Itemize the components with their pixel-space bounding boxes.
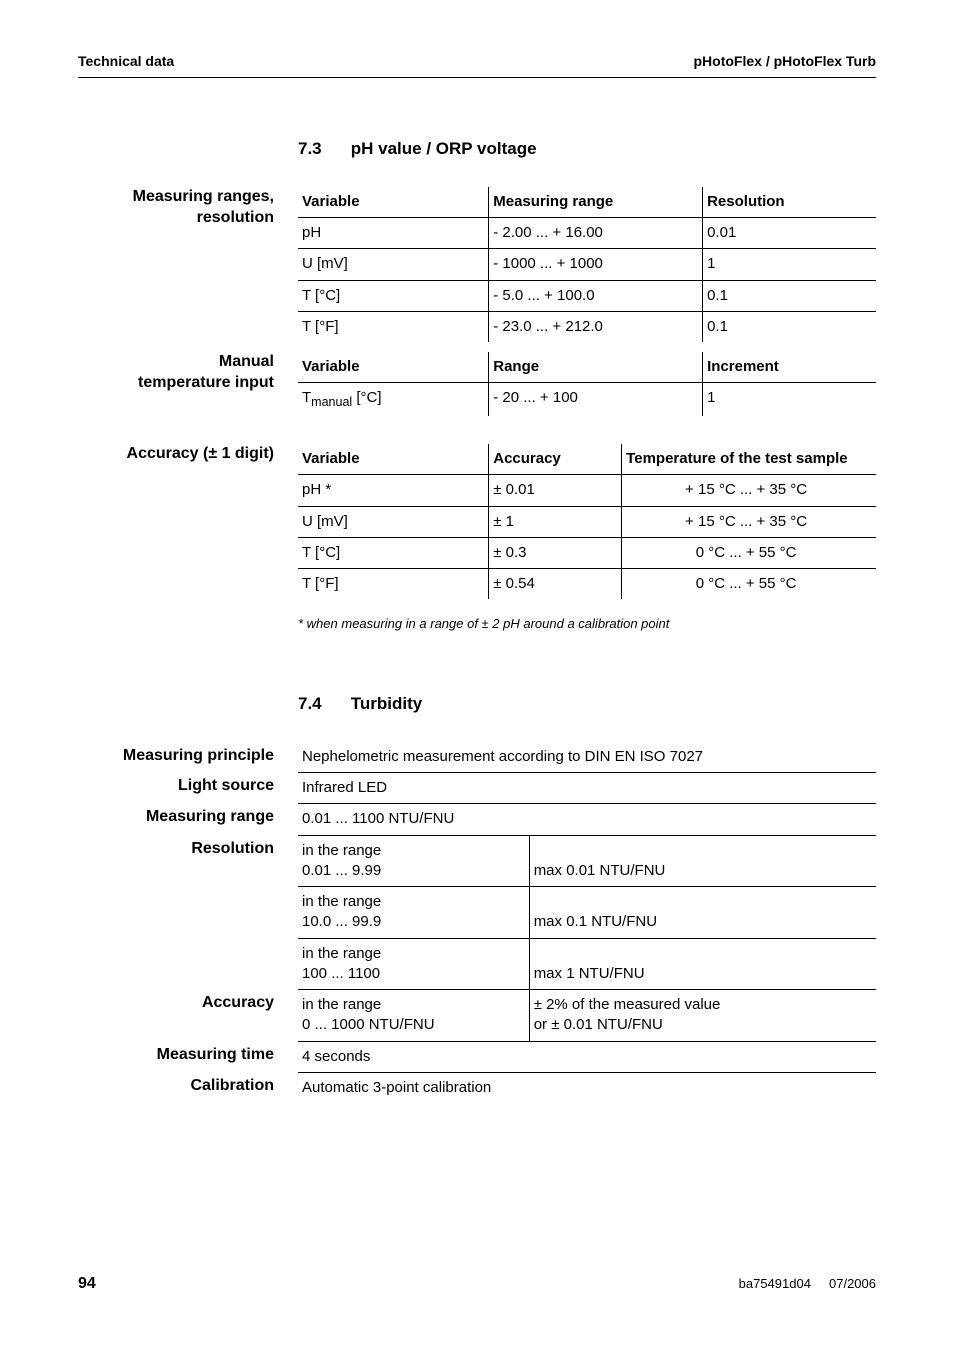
measuring-principle-label: Measuring principle bbox=[78, 742, 298, 767]
turbidity-accuracy-label: Accuracy bbox=[78, 989, 298, 1014]
table-row: Tmanual [°C] - 20 ... + 100 1 bbox=[298, 383, 876, 416]
section-title: pH value / ORP voltage bbox=[351, 139, 537, 158]
accuracy-table: Variable Accuracy Temperature of the tes… bbox=[298, 444, 876, 599]
section-number: 7.4 bbox=[298, 693, 346, 716]
section-title: Turbidity bbox=[351, 694, 422, 713]
resolution-table: in the range 0.01 ... 9.99 max 0.01 NTU/… bbox=[298, 835, 876, 990]
turbidity-accuracy-table: in the range 0 ... 1000 NTU/FNU ± 2% of … bbox=[298, 989, 876, 1041]
section-number: 7.3 bbox=[298, 138, 346, 161]
col-range: Range bbox=[489, 352, 703, 383]
page-number: 94 bbox=[78, 1273, 96, 1295]
measuring-range-label: Measuring range bbox=[78, 803, 298, 828]
table-row: T [°C] ± 0.3 0 °C ... + 55 °C bbox=[298, 537, 876, 568]
measuring-ranges-block: Measuring ranges, resolution Variable Me… bbox=[78, 187, 876, 342]
accuracy-block: Accuracy (± 1 digit) Variable Accuracy T… bbox=[78, 444, 876, 599]
light-source-value: Infrared LED bbox=[298, 773, 876, 804]
table-row: T [°C] - 5.0 ... + 100.0 0.1 bbox=[298, 280, 876, 311]
section-7-4-heading: 7.4 Turbidity bbox=[298, 693, 876, 716]
page-footer: 94 ba75491d04 07/2006 bbox=[78, 1273, 876, 1295]
measuring-range-value: 0.01 ... 1100 NTU/FNU bbox=[298, 804, 876, 835]
turbidity-resolution-row: Resolution in the range 0.01 ... 9.99 ma… bbox=[78, 835, 876, 990]
table-row: pH * ± 0.01 + 15 °C ... + 35 °C bbox=[298, 475, 876, 506]
table-row: T [°F] ± 0.54 0 °C ... + 55 °C bbox=[298, 569, 876, 600]
table-row: in the range 0.01 ... 9.99 max 0.01 NTU/… bbox=[298, 835, 876, 887]
col-accuracy: Accuracy bbox=[489, 444, 622, 475]
col-variable: Variable bbox=[298, 352, 489, 383]
header-left: Technical data bbox=[78, 52, 174, 71]
measuring-time-label: Measuring time bbox=[78, 1041, 298, 1066]
light-source-label: Light source bbox=[78, 772, 298, 797]
turbidity-light-row: Light source Infrared LED bbox=[78, 772, 876, 803]
table-row: U [mV] ± 1 + 15 °C ... + 35 °C bbox=[298, 506, 876, 537]
turbidity-principle-row: Measuring principle Nephelometric measur… bbox=[78, 742, 876, 772]
turbidity-time-row: Measuring time 4 seconds bbox=[78, 1041, 876, 1072]
col-variable: Variable bbox=[298, 187, 489, 218]
col-resolution: Resolution bbox=[703, 187, 876, 218]
turbidity-calibration-row: Calibration Automatic 3-point calibratio… bbox=[78, 1072, 876, 1103]
table-header-row: Variable Range Increment bbox=[298, 352, 876, 383]
manual-temp-block: Manual temperature input Variable Range … bbox=[78, 352, 876, 416]
manual-temp-label: Manual temperature input bbox=[78, 352, 298, 394]
table-row: U [mV] - 1000 ... + 1000 1 bbox=[298, 249, 876, 280]
calibration-value: Automatic 3-point calibration bbox=[298, 1072, 876, 1103]
header-right: pHotoFlex / pHotoFlex Turb bbox=[693, 52, 876, 71]
col-variable: Variable bbox=[298, 444, 489, 475]
col-measuring-range: Measuring range bbox=[489, 187, 703, 218]
table-row: in the range 10.0 ... 99.9 max 0.1 NTU/F… bbox=[298, 887, 876, 939]
measuring-ranges-label: Measuring ranges, resolution bbox=[78, 187, 298, 229]
table-row: T [°F] - 23.0 ... + 212.0 0.1 bbox=[298, 311, 876, 342]
measuring-time-value: 4 seconds bbox=[298, 1041, 876, 1072]
page-header: Technical data pHotoFlex / pHotoFlex Tur… bbox=[78, 52, 876, 78]
calibration-label: Calibration bbox=[78, 1072, 298, 1097]
measuring-ranges-table: Variable Measuring range Resolution pH -… bbox=[298, 187, 876, 342]
resolution-label: Resolution bbox=[78, 835, 298, 860]
turbidity-range-row: Measuring range 0.01 ... 1100 NTU/FNU bbox=[78, 803, 876, 834]
table-header-row: Variable Accuracy Temperature of the tes… bbox=[298, 444, 876, 475]
manual-temp-table: Variable Range Increment Tmanual [°C] - … bbox=[298, 352, 876, 416]
measuring-principle-value: Nephelometric measurement according to D… bbox=[298, 742, 876, 772]
footer-doc-info: ba75491d04 07/2006 bbox=[739, 1275, 876, 1293]
table-row: in the range 0 ... 1000 NTU/FNU ± 2% of … bbox=[298, 990, 876, 1041]
accuracy-label: Accuracy (± 1 digit) bbox=[78, 444, 298, 465]
tmanual-cell: Tmanual [°C] bbox=[298, 383, 489, 416]
table-header-row: Variable Measuring range Resolution bbox=[298, 187, 876, 218]
col-increment: Increment bbox=[703, 352, 876, 383]
table-row: pH - 2.00 ... + 16.00 0.01 bbox=[298, 218, 876, 249]
section-7-3-heading: 7.3 pH value / ORP voltage bbox=[298, 138, 876, 161]
accuracy-footnote: * when measuring in a range of ± 2 pH ar… bbox=[298, 615, 876, 633]
col-temp-sample: Temperature of the test sample bbox=[622, 444, 876, 475]
turbidity-accuracy-row: Accuracy in the range 0 ... 1000 NTU/FNU… bbox=[78, 989, 876, 1041]
table-row: in the range 100 ... 1100 max 1 NTU/FNU bbox=[298, 938, 876, 989]
